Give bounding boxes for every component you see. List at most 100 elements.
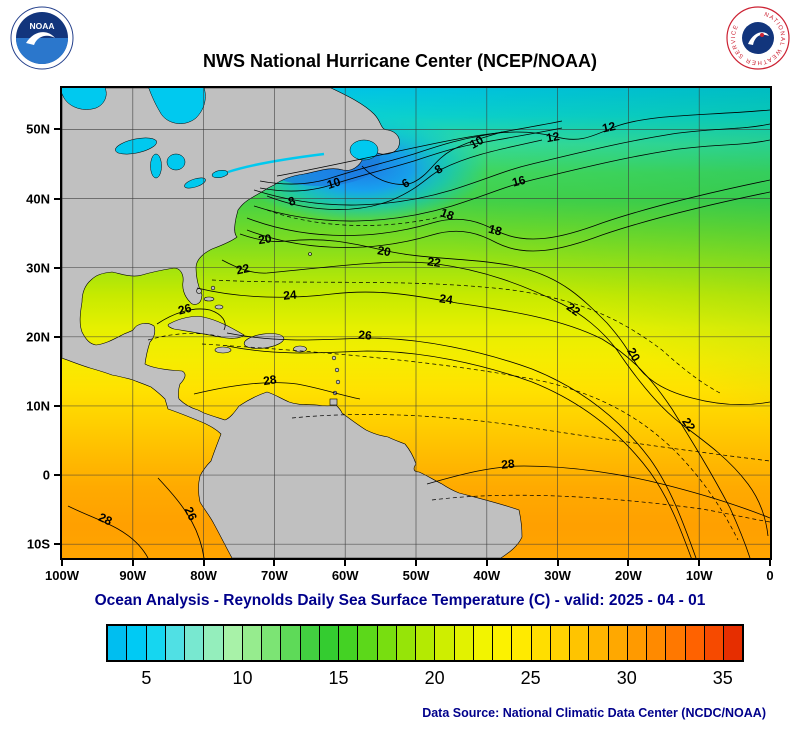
data-source-credit: Data Source: National Climatic Data Cent…: [422, 706, 766, 720]
y-axis-label: 20N: [26, 329, 50, 345]
island-antilles: [331, 355, 337, 361]
lake-ontario: [211, 170, 229, 178]
contour-line-dashed: [291, 414, 770, 462]
contour-label: 24: [283, 288, 298, 303]
y-axis-label: 40N: [26, 191, 50, 207]
nws-logo: NATIONAL WEATHER SERVICE: [726, 6, 790, 70]
x-axis-tick: [485, 560, 488, 566]
colorbar-cell: [416, 626, 436, 660]
contour-label: 18: [439, 205, 457, 223]
colorbar-cell: [550, 626, 570, 660]
colorbar-cell: [647, 626, 667, 660]
colorbar-cell: [165, 626, 185, 660]
island-antilles: [334, 367, 340, 373]
contour-line: [196, 287, 751, 558]
colorbar-cell: [531, 626, 551, 660]
y-axis-tick: [54, 128, 60, 131]
contour-label: 10: [325, 174, 342, 192]
contour-label: 18: [487, 222, 504, 239]
contour-line-dashed: [201, 343, 739, 541]
noaa-logo-text: NOAA: [29, 21, 54, 31]
temperature-colorbar: [108, 626, 743, 660]
contour-label: 28: [501, 457, 516, 472]
noaa-logo-sea: [16, 38, 68, 64]
colorbar-cell: [204, 626, 224, 660]
y-axis-tick: [54, 474, 60, 477]
x-axis-label: 10W: [685, 568, 713, 583]
contour-label: 8: [286, 193, 297, 209]
y-axis-tick: [54, 543, 60, 546]
y-axis-tick: [54, 197, 60, 200]
y-axis-label: 30N: [26, 260, 50, 276]
contour-line: [426, 465, 770, 519]
island-bahamas: [210, 285, 216, 291]
james-bay: [148, 88, 206, 124]
y-axis-label: 10S: [26, 536, 50, 552]
y-axis-label: 0: [42, 467, 50, 483]
y-axis-label: 10N: [26, 398, 50, 414]
contour-line-dashed: [147, 333, 223, 341]
contour-label: 22: [235, 261, 251, 278]
x-axis-tick: [61, 560, 63, 566]
contour-label: 26: [182, 505, 200, 523]
colorbar-tick-label: 25: [520, 668, 541, 688]
x-axis-label: 30W: [544, 568, 571, 583]
gulf-of-st-lawrence: [349, 139, 379, 161]
colorbar-tick-label: 15: [328, 668, 349, 688]
x-axis-label: 70W: [261, 568, 288, 583]
colorbar-cell: [454, 626, 474, 660]
colorbar-cell: [319, 626, 339, 660]
contour-line-dashed: [266, 209, 453, 226]
y-axis-tick: [54, 266, 60, 269]
x-axis-tick: [202, 560, 205, 566]
contour-lines-dashed: [147, 209, 770, 541]
island-trinidad: [329, 398, 338, 406]
contour-line: [156, 308, 226, 331]
island-antilles: [335, 379, 341, 385]
island-cuba: [167, 316, 245, 339]
island-bahamas: [203, 296, 215, 302]
map-caption: Ocean Analysis - Reynolds Daily Sea Surf…: [94, 592, 706, 609]
colorbar-cell: [127, 626, 147, 660]
x-axis-tick: [556, 560, 559, 566]
contour-line-dashed: [211, 279, 723, 395]
x-axis-label: 100W: [45, 568, 79, 583]
colorbar-cell: [704, 626, 724, 660]
island-puerto-rico: [293, 345, 307, 353]
colorbar-cell: [185, 626, 205, 660]
colorbar-tick-label: 20: [424, 668, 445, 688]
contour-label: 16: [511, 173, 528, 190]
colorbar-cell: [666, 626, 686, 660]
colorbar-tick-label: 10: [232, 668, 253, 688]
colorbar-cell: [223, 626, 243, 660]
contour-line: [259, 127, 563, 192]
contour-line: [246, 179, 770, 240]
colorbar-tick-label: 5: [141, 668, 152, 688]
x-axis-tick: [273, 560, 276, 566]
contour-label: 26: [358, 328, 373, 343]
colorbar-cell: [724, 626, 743, 660]
colorbar-cell: [281, 626, 301, 660]
contour-label: 10: [467, 133, 486, 152]
contour-label: 28: [96, 510, 114, 528]
hudson-bay: [62, 88, 107, 110]
colorbar-cell: [608, 626, 628, 660]
x-axis-tick: [698, 560, 701, 566]
colorbar-cell: [685, 626, 705, 660]
nws-logo-globe: [742, 22, 774, 54]
colorbar-cell: [358, 626, 378, 660]
lake-michigan: [150, 153, 162, 179]
y-axis-label: 50N: [26, 121, 50, 137]
colorbar-cell: [242, 626, 262, 660]
colorbar-cell: [570, 626, 590, 660]
island-bahamas: [214, 304, 224, 310]
x-axis-label: 50W: [402, 568, 430, 583]
colorbar-cell: [377, 626, 397, 660]
contour-label: 20: [624, 345, 643, 364]
contour-line: [67, 505, 149, 558]
island-jamaica: [214, 346, 232, 354]
noaa-gull-icon: [26, 32, 55, 45]
colorbar-cell: [300, 626, 320, 660]
